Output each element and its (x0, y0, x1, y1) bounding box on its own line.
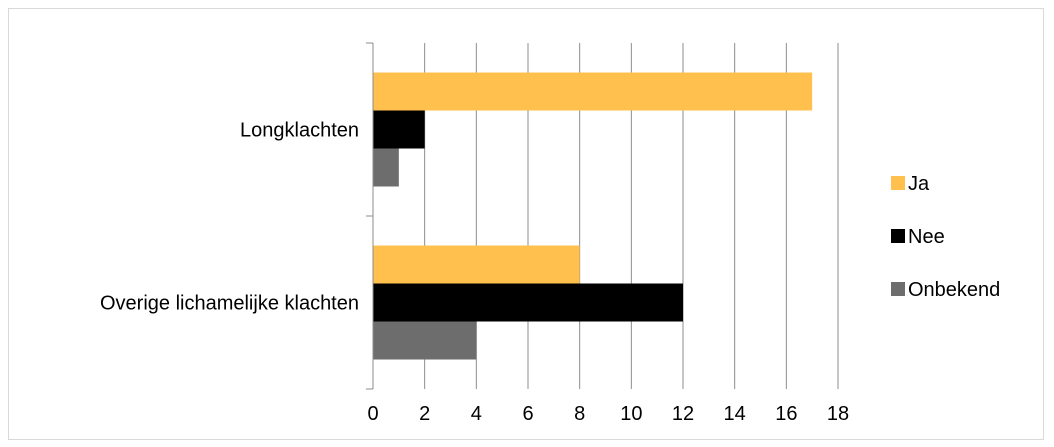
legend-swatch-onbekend (891, 282, 905, 296)
legend-swatch-nee (891, 229, 905, 243)
x-tick-label: 0 (367, 403, 378, 425)
bar-nee-0 (373, 110, 425, 149)
bar-onbekend-1 (373, 321, 477, 360)
category-label: Overige lichamelijke klachten (100, 293, 359, 315)
legend-label-nee: Nee (908, 226, 945, 248)
bar-ja-0 (373, 72, 813, 111)
legend-swatch-ja (891, 176, 905, 190)
bar-nee-1 (373, 283, 683, 322)
legend-label-onbekend: Onbekend (908, 279, 1000, 301)
category-label: Longklachten (240, 120, 359, 142)
bar-onbekend-0 (373, 148, 399, 187)
bar-chart: 0 2 4 6 8 10 12 14 16 18 Longklachten Overige licha… (100, 42, 1000, 426)
legend-label-ja: Ja (908, 173, 930, 195)
bar-ja-1 (373, 245, 580, 284)
chart-frame: 0 2 4 6 8 10 12 14 16 18 Longklachten Overige licha… (8, 8, 1044, 440)
legend: Ja Nee Onbekend (891, 173, 1000, 301)
x-tick-label: 14 (724, 403, 746, 425)
x-tick-label: 10 (620, 403, 642, 425)
x-tick-label: 6 (522, 403, 533, 425)
axes (366, 42, 374, 390)
x-tick-label: 4 (471, 403, 482, 425)
bars (373, 72, 813, 360)
x-tick-label: 16 (775, 403, 797, 425)
x-tick-label: 2 (419, 403, 430, 425)
x-tick-label: 18 (827, 403, 849, 425)
labels: 0 2 4 6 8 10 12 14 16 18 Longklachten Overige licha… (100, 120, 849, 426)
x-tick-label: 8 (574, 403, 585, 425)
x-tick-label: 12 (672, 403, 694, 425)
